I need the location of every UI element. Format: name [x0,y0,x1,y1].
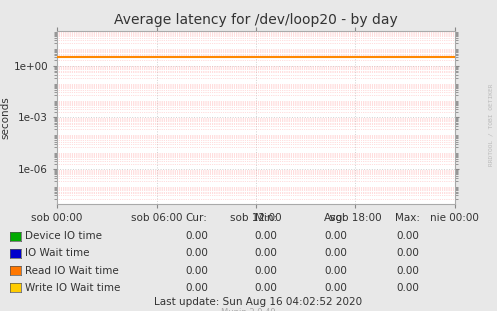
Text: 0.00: 0.00 [185,283,208,293]
Text: 0.00: 0.00 [396,231,419,241]
Text: Max:: Max: [395,213,420,223]
Text: Last update: Sun Aug 16 04:02:52 2020: Last update: Sun Aug 16 04:02:52 2020 [155,297,362,307]
Text: Device IO time: Device IO time [25,231,102,241]
Text: 0.00: 0.00 [396,283,419,293]
Text: Avg:: Avg: [324,213,347,223]
Text: 0.00: 0.00 [185,231,208,241]
Text: 0.00: 0.00 [254,248,277,258]
Text: RRDTOOL / TOBI OETIKER: RRDTOOL / TOBI OETIKER [489,83,494,166]
Text: 0.00: 0.00 [324,266,347,276]
Text: 0.00: 0.00 [185,248,208,258]
Text: 0.00: 0.00 [254,266,277,276]
Text: 0.00: 0.00 [324,231,347,241]
Y-axis label: seconds: seconds [0,96,11,139]
Text: 0.00: 0.00 [396,248,419,258]
Text: 0.00: 0.00 [324,248,347,258]
Text: IO Wait time: IO Wait time [25,248,89,258]
Title: Average latency for /dev/loop20 - by day: Average latency for /dev/loop20 - by day [114,13,398,27]
Text: Write IO Wait time: Write IO Wait time [25,283,120,293]
Text: Cur:: Cur: [185,213,207,223]
Text: 0.00: 0.00 [254,231,277,241]
Text: Read IO Wait time: Read IO Wait time [25,266,119,276]
Text: Min:: Min: [255,213,277,223]
Text: 0.00: 0.00 [396,266,419,276]
Text: 0.00: 0.00 [185,266,208,276]
Text: Munin 2.0.49: Munin 2.0.49 [221,308,276,311]
Text: 0.00: 0.00 [254,283,277,293]
Text: 0.00: 0.00 [324,283,347,293]
